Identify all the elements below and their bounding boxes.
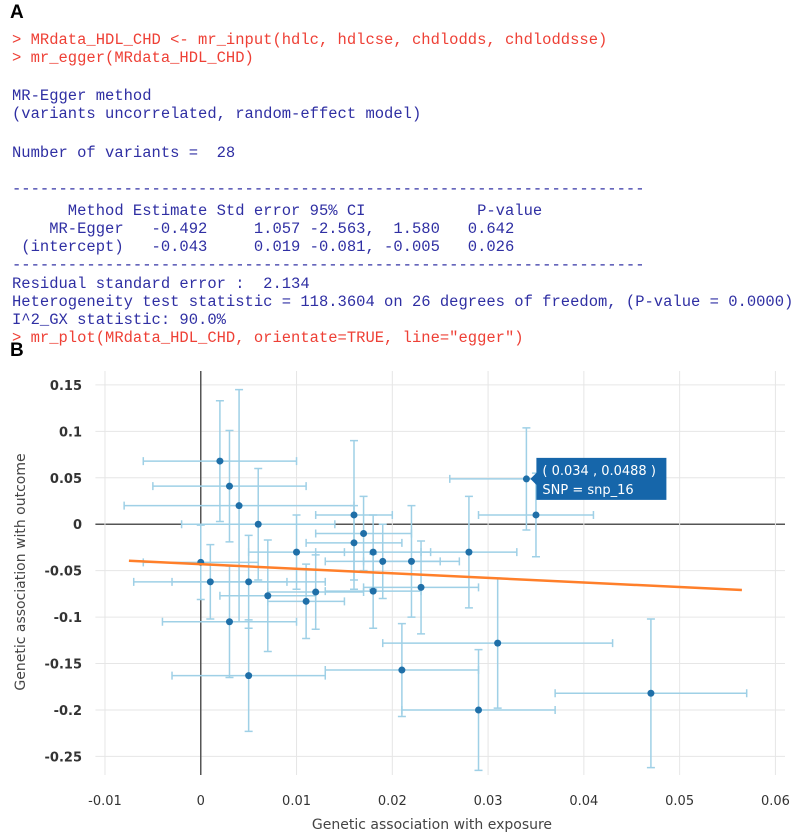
point [216, 457, 224, 465]
point [254, 520, 262, 528]
error-bars [161, 565, 298, 679]
point [225, 482, 233, 490]
point [379, 557, 387, 565]
y-axis-title: Genetic association with outcome [13, 453, 29, 690]
console-line: (variants uncorrelated, random-effect mo… [12, 105, 422, 123]
console-line: Number of variants = 28 [12, 144, 236, 162]
x-tick-label: 0.04 [569, 794, 598, 809]
y-tick-label: -0.2 [54, 704, 82, 719]
tooltip-text: ( 0.034 , 0.0488 ) [542, 464, 656, 479]
x-axis-title: Genetic association with exposure [312, 817, 552, 833]
egger-line [128, 559, 742, 592]
y-tick-label: 0.15 [50, 379, 82, 394]
console-line: Residual standard error : 2.134 [12, 275, 310, 293]
point [360, 530, 368, 538]
console-line: (intercept) -0.043 0.019 -0.081, -0.005 … [12, 238, 515, 256]
point [235, 502, 243, 510]
x-tick-label: 0 [197, 794, 205, 809]
y-tick-label: -0.25 [45, 750, 82, 765]
x-tick-label: -0.01 [88, 794, 122, 809]
point [475, 706, 483, 714]
panel-label: B [10, 340, 24, 361]
y-tick-label: 0.05 [50, 472, 82, 487]
tooltip-text: SNP = snp_16 [542, 483, 633, 498]
point [350, 539, 358, 547]
point [245, 578, 253, 586]
console-line: ----------------------------------------… [12, 180, 645, 198]
console-line: I^2_GX statistic: 90.0% [12, 311, 226, 329]
y-tick-label: 0 [73, 518, 82, 533]
point [407, 557, 415, 565]
console-line: > mr_plot(MRdata_HDL_CHD, orientate=TRUE… [12, 329, 524, 347]
tooltip-box [530, 457, 667, 500]
point [302, 597, 310, 605]
point [522, 475, 530, 483]
point [647, 689, 655, 697]
point [293, 548, 301, 556]
y-tick-label: 0.1 [59, 425, 82, 440]
point [532, 511, 540, 519]
x-tick-label: 0.06 [761, 794, 790, 809]
point [206, 578, 214, 586]
point [465, 548, 473, 556]
point [350, 511, 358, 519]
x-tick-label: 0.05 [665, 794, 694, 809]
error-bars [152, 429, 307, 543]
point [369, 548, 377, 556]
point [312, 588, 320, 596]
x-tick-label: 0.02 [378, 794, 407, 809]
y-tick-label: -0.15 [45, 658, 82, 673]
point [369, 587, 377, 595]
point [494, 639, 502, 647]
console-line: > mr_egger(MRdata_HDL_CHD) [12, 49, 254, 67]
console-line: Heterogeneity test statistic = 118.3604 … [12, 293, 794, 311]
console-line: ----------------------------------------… [12, 256, 645, 274]
y-tick-label: -0.05 [45, 565, 82, 580]
y-tick-label: -0.1 [54, 611, 82, 626]
console-line: MR-Egger -0.492 1.057 -2.563, 1.580 0.64… [12, 220, 515, 238]
console-line: Method Estimate Std error 95% CI P-value [12, 202, 543, 220]
panel-label: A [10, 2, 24, 23]
x-tick-label: 0.03 [474, 794, 503, 809]
point [417, 583, 425, 591]
point [225, 618, 233, 626]
point [245, 672, 253, 680]
console-line: MR-Egger method [12, 87, 152, 105]
point [398, 666, 406, 674]
console-line: > MRdata_HDL_CHD <- mr_input(hdlc, hdlcs… [12, 31, 608, 49]
point [264, 592, 272, 600]
x-tick-label: 0.01 [282, 794, 311, 809]
